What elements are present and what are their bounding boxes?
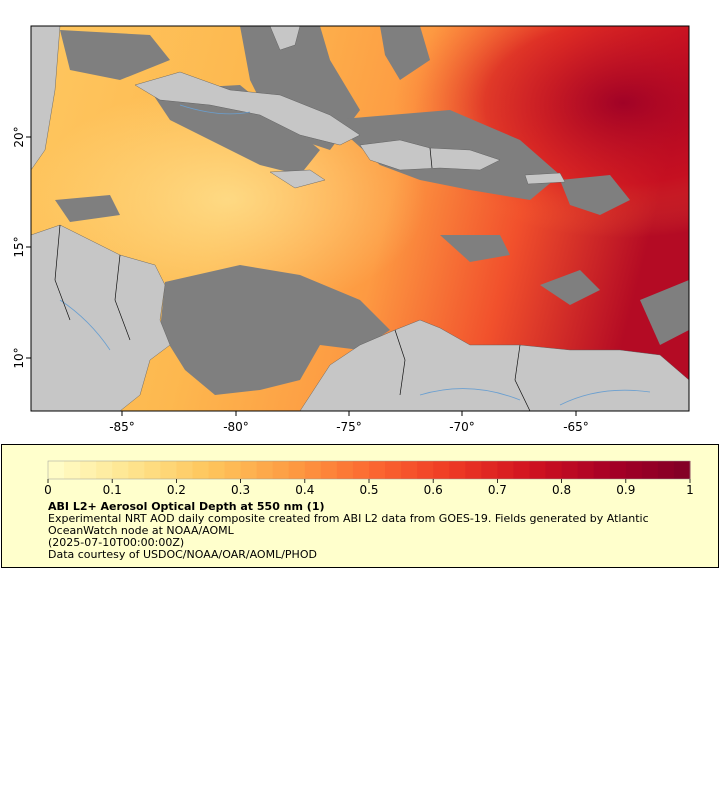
colorbar-swatch [657, 461, 675, 479]
colorbar-swatch [385, 461, 402, 479]
colorbar-tick-label: 0.3 [231, 483, 250, 497]
x-tick-label: -80° [223, 420, 249, 434]
rivers [59, 104, 651, 406]
colorbar-swatch [513, 461, 530, 479]
colorbar-swatch [336, 461, 354, 479]
colorbar-swatch [256, 461, 274, 479]
colorbar-swatch [176, 461, 193, 479]
colorbar-swatch [112, 461, 129, 479]
y-tick-label: 15° [12, 236, 26, 257]
colorbar-swatch [497, 461, 514, 479]
colorbar-swatch [609, 461, 627, 479]
colorbar-swatch [625, 461, 643, 479]
colorbar-swatches [48, 461, 691, 479]
legend-panel: 0 0.1 0.2 0.3 0.4 0.5 0.6 0.7 0.8 0.9 1 ABI L2+ Ae… [1, 444, 719, 568]
colorbar-swatch [481, 461, 498, 479]
colorbar-swatch [160, 461, 177, 479]
colorbar-swatch [369, 461, 386, 479]
y-tick-label: 10° [12, 347, 26, 368]
land-masses [31, 26, 689, 411]
x-tick-label: -70° [449, 420, 475, 434]
colorbar-tick-label: 0.2 [167, 483, 186, 497]
legend-description: Experimental NRT AOD daily composite cre… [48, 512, 649, 537]
colorbar-swatch [48, 461, 65, 479]
colorbar-swatch [80, 461, 97, 479]
colorbar-swatch [224, 461, 242, 479]
colorbar-tick-label: 1 [686, 483, 694, 497]
y-tick-label: 20° [12, 126, 26, 147]
colorbar-swatch [304, 461, 322, 479]
colorbar-swatch [529, 461, 547, 479]
colorbar-swatch [272, 461, 290, 479]
colorbar-swatch [417, 461, 434, 479]
legend-time: (2025-07-10T00:00:00Z) [48, 536, 185, 549]
colorbar-tick-label: 0.4 [295, 483, 314, 497]
colorbar-swatch [144, 461, 161, 479]
colorbar-tick-label: 0.9 [616, 483, 635, 497]
colorbar: 0 0.1 0.2 0.3 0.4 0.5 0.6 0.7 0.8 0.9 1 [44, 460, 694, 497]
colorbar-swatch [240, 461, 258, 479]
colorbar-tick-label: 0.5 [359, 483, 378, 497]
colorbar-swatch [320, 461, 338, 479]
legend-title: ABI L2+ Aerosol Optical Depth at 550 nm … [48, 500, 325, 513]
colorbar-swatch [96, 461, 113, 479]
colorbar-swatch [641, 461, 659, 479]
country-borders [54, 147, 531, 411]
colorbar-tick-label: 0.6 [424, 483, 443, 497]
y-tick-labels: 20° 15° 10° [12, 126, 26, 368]
colorbar-swatch [593, 461, 611, 479]
colorbar-swatch [449, 461, 466, 479]
colorbar-swatch [288, 461, 306, 479]
colorbar-swatch [64, 461, 81, 479]
colorbar-swatch [545, 461, 563, 479]
x-tick-label: -65° [563, 420, 589, 434]
colorbar-swatch [208, 461, 226, 479]
x-tick-label: -75° [336, 420, 362, 434]
colorbar-swatch [192, 461, 209, 479]
colorbar-tick-label: 0.7 [488, 483, 507, 497]
legend-text: ABI L2+ Aerosol Optical Depth at 550 nm … [48, 501, 688, 561]
colorbar-tick-label: 0.1 [103, 483, 122, 497]
colorbar-swatch [401, 461, 418, 479]
colorbar-swatch [352, 461, 370, 479]
colorbar-ticks: 0 0.1 0.2 0.3 0.4 0.5 0.6 0.7 0.8 0.9 1 [44, 479, 694, 497]
colorbar-swatch [128, 461, 145, 479]
legend-credit: Data courtesy of USDOC/NOAA/OAR/AOML/PHO… [48, 548, 317, 561]
map-frame [30, 25, 690, 412]
colorbar-tick-label: 0.8 [552, 483, 571, 497]
colorbar-tick-label: 0 [44, 483, 52, 497]
x-axis [121, 411, 577, 416]
colorbar-swatch [433, 461, 450, 479]
colorbar-swatch [577, 461, 595, 479]
y-axis [26, 136, 31, 359]
colorbar-swatch [561, 461, 579, 479]
map-figure: -85° -80° -75° -70° -65° 20° 15° 10° [12, 25, 690, 434]
colorbar-swatch [673, 461, 691, 479]
map-plot-area [31, 26, 689, 411]
colorbar-swatch [465, 461, 482, 479]
x-tick-labels: -85° -80° -75° -70° -65° [109, 420, 589, 434]
x-tick-label: -85° [109, 420, 135, 434]
